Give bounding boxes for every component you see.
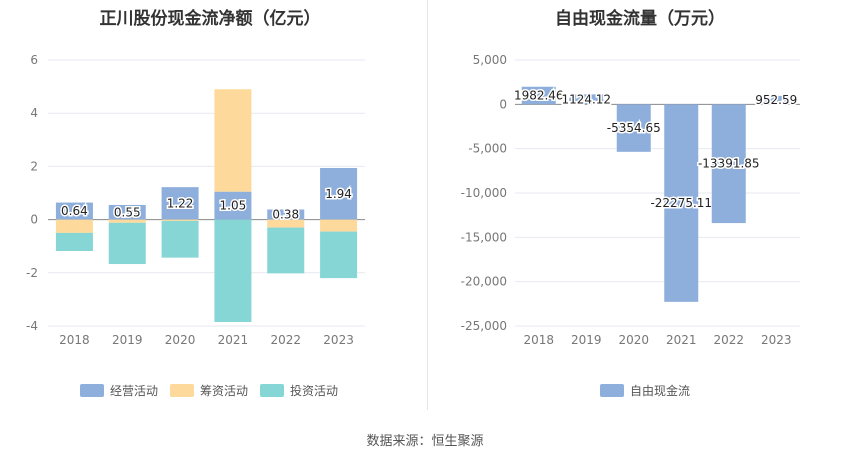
right-x-tick-label: 2019 [571, 333, 602, 347]
left-legend-item[interactable]: 筹资活动 [170, 382, 248, 399]
right-legend-label: 自由现金流 [630, 384, 691, 398]
left-x-tick-label: 2023 [323, 333, 354, 347]
left-y-tick-label: 4 [30, 106, 38, 120]
left-bar-1 [214, 89, 252, 192]
right-x-tick-label: 2021 [666, 333, 697, 347]
right-bar [759, 95, 794, 105]
left-bar-0 [267, 209, 305, 220]
right-bar [569, 94, 604, 105]
left-x-tick-label: 2022 [270, 333, 301, 347]
right-chart-legend: 自由现金流 [600, 382, 702, 399]
right-y-tick-label: 5,000 [473, 53, 507, 67]
left-data-label: 1.22 [167, 196, 194, 210]
left-legend-item[interactable]: 经营活动 [80, 382, 158, 399]
left-legend-swatch [170, 384, 195, 397]
left-legend-label: 投资活动 [290, 384, 339, 398]
left-bar-2 [161, 220, 199, 258]
left-legend-item[interactable]: 投资活动 [260, 382, 338, 399]
left-y-tick-label: 2 [30, 159, 38, 173]
right-y-tick-label: -10,000 [461, 186, 507, 200]
left-bar-0 [108, 204, 146, 220]
left-data-label: 1.05 [220, 199, 247, 213]
left-bar-1 [161, 219, 199, 221]
left-bar-0 [161, 187, 199, 220]
left-chart-title: 正川股份现金流净额（亿元） [99, 9, 321, 29]
right-x-tick-label: 2023 [761, 333, 792, 347]
right-bar [521, 86, 556, 105]
right-data-label: -5354.65 [607, 121, 661, 135]
right-bar [711, 104, 746, 224]
left-y-tick-label: 6 [30, 53, 38, 67]
right-y-tick-label: -15,000 [461, 230, 507, 244]
left-bar-0 [320, 167, 358, 220]
left-x-tick-label: 2021 [218, 333, 249, 347]
left-bar-2 [55, 232, 93, 251]
left-y-tick-label: -4 [26, 319, 38, 333]
left-bar-1 [267, 219, 305, 228]
left-legend-label: 筹资活动 [200, 384, 249, 398]
right-data-label: 952.59 [755, 93, 797, 107]
left-bar-1 [55, 219, 93, 233]
left-bar-2 [214, 219, 252, 323]
left-legend-swatch [260, 384, 285, 397]
left-data-label: 0.64 [61, 204, 88, 218]
left-bar-1 [108, 219, 146, 223]
left-x-tick-label: 2020 [165, 333, 196, 347]
right-y-tick-label: -5,000 [468, 142, 507, 156]
right-x-tick-label: 2022 [713, 333, 744, 347]
right-legend-swatch [600, 384, 624, 397]
left-x-tick-label: 2018 [59, 333, 90, 347]
right-x-tick-label: 2020 [618, 333, 649, 347]
left-bar-2 [267, 227, 305, 274]
left-bar-2 [108, 222, 146, 265]
data-source-note: 数据来源：恒生聚源 [366, 434, 484, 449]
left-x-tick-label: 2019 [112, 333, 143, 347]
left-bar-2 [320, 231, 358, 279]
right-y-tick-label: 0 [499, 97, 507, 111]
left-bar-0 [55, 202, 93, 220]
left-data-label: 1.94 [325, 187, 352, 201]
left-legend-label: 经营活动 [110, 384, 159, 398]
left-data-label: 0.38 [272, 208, 299, 222]
right-y-tick-label: -20,000 [461, 275, 507, 289]
left-y-tick-label: -2 [26, 266, 38, 280]
left-bar-1 [320, 219, 358, 232]
left-chart-legend: 经营活动 筹资活动 投资活动 [80, 382, 350, 399]
right-legend-item[interactable]: 自由现金流 [600, 382, 690, 399]
right-bar [616, 104, 651, 152]
right-data-label: -13391.85 [698, 157, 760, 171]
right-x-tick-label: 2018 [523, 333, 554, 347]
right-chart-title: 自由现金流量（万元） [555, 9, 725, 29]
right-y-tick-label: -25,000 [461, 319, 507, 333]
left-data-label: 0.55 [114, 205, 141, 219]
right-data-label: 1982.46 [514, 89, 564, 103]
left-legend-swatch [80, 384, 104, 397]
chart-divider [427, 0, 428, 410]
right-data-label: 1124.12 [561, 92, 611, 106]
right-bar [664, 104, 699, 302]
left-y-tick-label: 0 [30, 213, 38, 227]
left-bar-0 [214, 191, 252, 220]
right-data-label: -22275.11 [650, 196, 712, 210]
